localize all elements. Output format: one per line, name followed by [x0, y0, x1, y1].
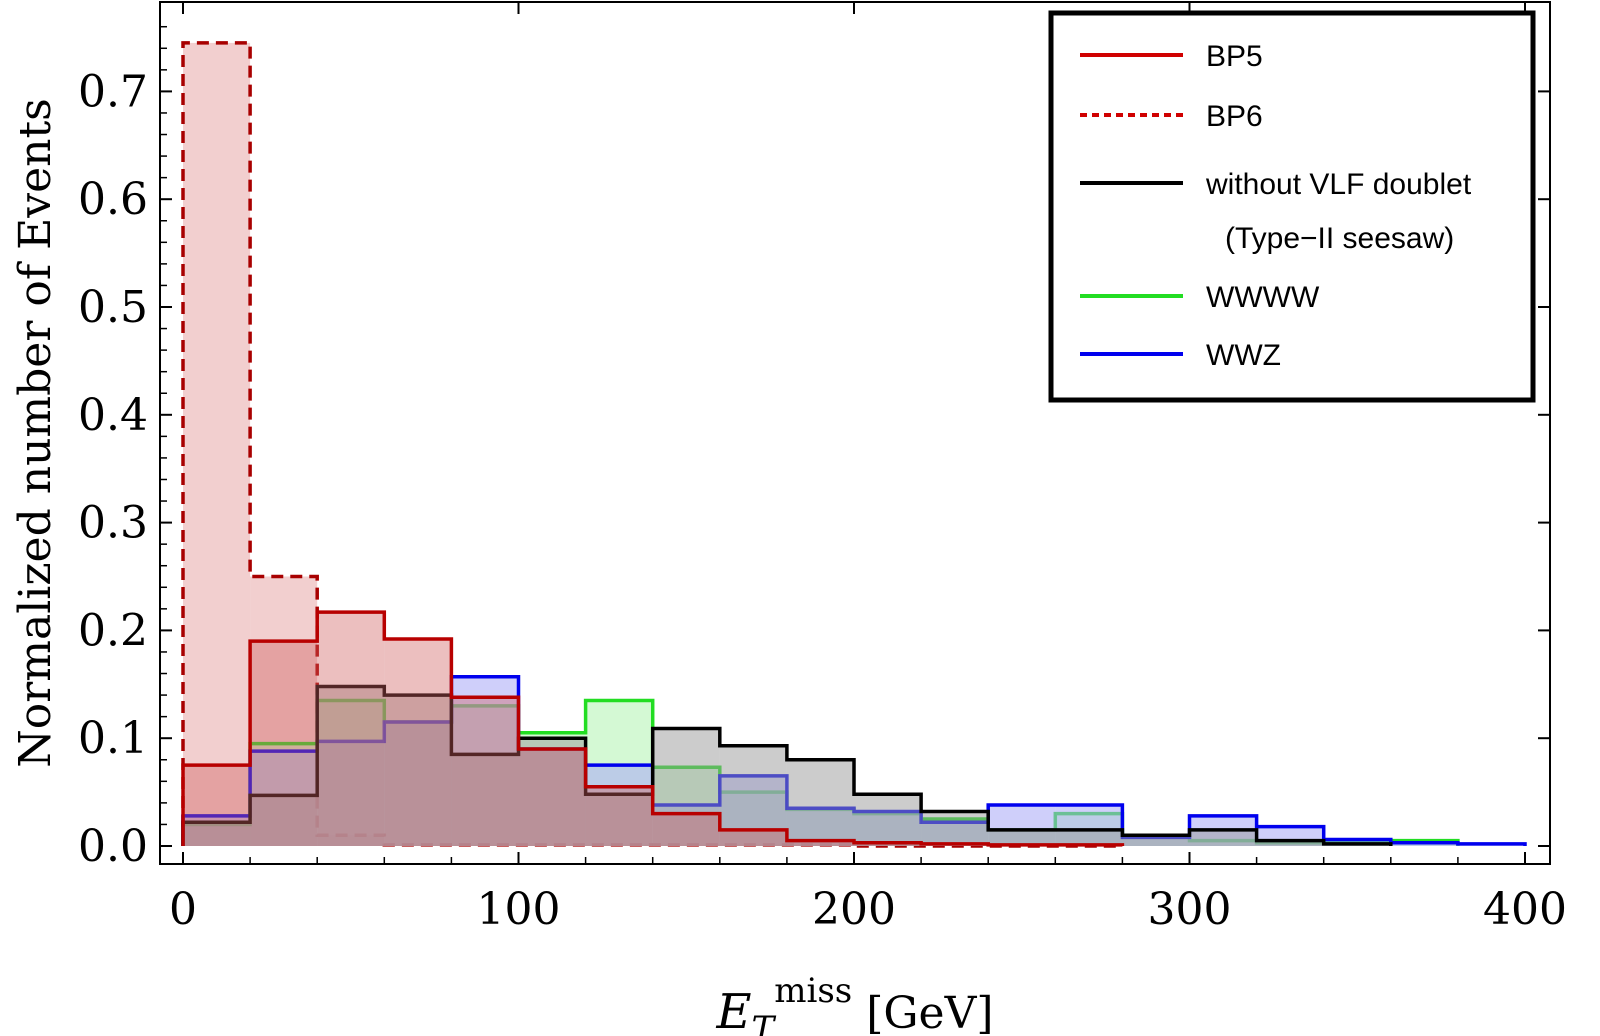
vlf-bin-12	[988, 829, 1056, 846]
bp5-bin-5	[518, 748, 586, 846]
vlf-bin-2	[317, 686, 385, 846]
x-tick-label: 100	[477, 884, 561, 935]
y-tick-label: 0.6	[78, 174, 148, 225]
x-tick-label: 400	[1483, 884, 1567, 935]
vlf-bin-15	[1189, 829, 1257, 846]
x-tick-label: 0	[169, 884, 197, 935]
bp5-bin-1	[250, 641, 318, 846]
vlf-bin-4	[451, 754, 519, 846]
y-ticks: 0.0 0.1 0.2 0.3 0.4 0.5 0.6 0.7	[78, 25, 1550, 872]
y-tick-label: 0.2	[78, 605, 148, 656]
legend-item: (Type−II seesaw)	[1225, 222, 1454, 255]
y-tick-label: 0.7	[78, 66, 148, 117]
bp5-outline	[181, 610, 1125, 847]
bp5-bin-6	[585, 786, 653, 846]
bp5-bin-7	[652, 813, 720, 846]
y-tick-label: 0.5	[78, 282, 148, 333]
series-layer	[181, 41, 1527, 848]
bp5-bin-4	[451, 697, 519, 846]
bp5-bin-0	[183, 765, 251, 846]
vlf-bin-7	[652, 728, 720, 846]
legend-label: without VLF doublet	[1205, 168, 1472, 201]
vlf-outline	[181, 684, 1393, 846]
vlf-bin-11	[921, 811, 989, 846]
vlf-bin-1	[250, 795, 318, 846]
vlf-bin-5	[518, 738, 586, 846]
series-bp5	[181, 610, 1125, 847]
bp6-outline	[181, 41, 1123, 848]
vlf-bin-16	[1256, 840, 1324, 846]
bp5-bin-8	[719, 829, 787, 846]
legend-item: without VLF doublet	[1080, 168, 1472, 201]
legend: BP5 BP6 without VLF doublet (Type−II seesaw…	[1048, 10, 1536, 403]
bp5-bin-9	[786, 840, 854, 846]
vlf-bin-6	[585, 794, 653, 846]
x-axis-title: ETmiss [GeV]	[715, 971, 993, 1036]
vlf-bin-14	[1122, 835, 1190, 846]
series-vlf	[181, 684, 1393, 846]
vlf-bin-9	[786, 759, 854, 846]
bp6-bin-0	[183, 42, 251, 846]
legend-label: BP6	[1206, 100, 1263, 133]
vlf-bin-0	[183, 822, 251, 846]
legend-item: WWWW	[1080, 281, 1320, 314]
legend-label: (Type−II seesaw)	[1225, 222, 1454, 255]
vlf-bin-3	[384, 695, 452, 846]
legend-box	[1048, 10, 1536, 403]
legend-item: BP5	[1080, 40, 1263, 73]
vlf-bin-10	[854, 794, 922, 846]
x-tick-label: 300	[1148, 884, 1232, 935]
legend-label: WWWW	[1206, 281, 1320, 314]
series-bp6	[181, 41, 1123, 848]
x-axis-title-sub: T	[752, 1009, 777, 1036]
y-tick-label: 0.0	[78, 821, 148, 872]
legend-item: WWZ	[1080, 339, 1281, 372]
x-axis-title-sup: miss	[774, 971, 852, 1011]
legend-label: BP5	[1206, 40, 1263, 73]
y-tick-label: 0.3	[78, 498, 148, 549]
x-axis-title-main: E	[715, 984, 751, 1036]
legend-label: WWZ	[1206, 339, 1281, 372]
x-axis-title-unit: [GeV]	[852, 988, 993, 1036]
y-axis-title: Normalized number of Events	[10, 98, 61, 768]
vlf-bin-13	[1055, 829, 1123, 846]
legend-item: BP6	[1080, 100, 1263, 133]
bp5-bin-2	[317, 612, 385, 846]
y-tick-label: 0.4	[78, 390, 148, 441]
x-ticks: 0 100 200 300 400	[169, 2, 1567, 935]
bp5-bin-3	[384, 639, 452, 846]
x-tick-label: 200	[812, 884, 896, 935]
y-tick-label: 0.1	[78, 713, 148, 764]
